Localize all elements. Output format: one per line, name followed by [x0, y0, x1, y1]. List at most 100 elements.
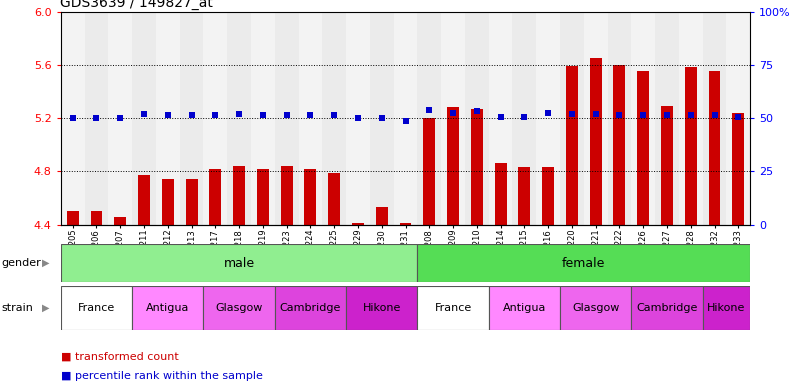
Bar [393, 12, 418, 225]
Bar [732, 113, 744, 225]
Bar [346, 12, 370, 225]
Bar [234, 166, 245, 225]
Bar [661, 106, 673, 225]
Bar [209, 169, 221, 225]
Bar [322, 12, 346, 225]
Bar [67, 211, 79, 225]
Text: Hikone: Hikone [363, 303, 401, 313]
Text: ▶: ▶ [42, 258, 49, 268]
Bar [132, 12, 156, 225]
Point [589, 111, 602, 117]
Point [67, 115, 79, 121]
Bar [607, 12, 631, 225]
Bar [257, 169, 268, 225]
Point [256, 113, 269, 119]
Bar [560, 12, 584, 225]
Text: Glasgow: Glasgow [216, 303, 263, 313]
Bar [489, 286, 560, 330]
Bar [138, 175, 150, 225]
Point [732, 114, 744, 120]
Bar [109, 12, 132, 225]
Bar [590, 58, 602, 225]
Text: Cambridge: Cambridge [280, 303, 341, 313]
Bar [584, 12, 607, 225]
Bar [304, 169, 316, 225]
Text: Antigua: Antigua [503, 303, 546, 313]
Point [233, 111, 246, 117]
Point [660, 113, 673, 119]
Point [209, 113, 222, 119]
Bar [180, 12, 204, 225]
Point [423, 107, 436, 113]
Bar [702, 12, 727, 225]
Bar [418, 244, 750, 282]
Point [637, 113, 650, 119]
Bar [471, 109, 483, 225]
Bar [679, 12, 702, 225]
Text: strain: strain [2, 303, 33, 313]
Point [542, 110, 555, 116]
Text: Antigua: Antigua [146, 303, 190, 313]
Bar [328, 173, 340, 225]
Bar [346, 286, 418, 330]
Bar [518, 167, 530, 225]
Text: France: France [435, 303, 472, 313]
Bar [637, 71, 649, 225]
Bar [114, 217, 127, 225]
Bar [204, 286, 275, 330]
Bar [441, 12, 465, 225]
Bar [560, 286, 631, 330]
Point [280, 113, 293, 119]
Bar [275, 286, 346, 330]
Bar [631, 12, 655, 225]
Bar [61, 244, 418, 282]
Bar [132, 286, 204, 330]
Bar [709, 71, 720, 225]
Bar [684, 68, 697, 225]
Text: Glasgow: Glasgow [572, 303, 620, 313]
Bar [513, 12, 536, 225]
Text: GDS3639 / 149827_at: GDS3639 / 149827_at [60, 0, 213, 10]
Bar [418, 286, 489, 330]
Point [375, 115, 388, 121]
Bar [465, 12, 489, 225]
Point [613, 113, 626, 119]
Bar [251, 12, 275, 225]
Point [161, 113, 174, 119]
Point [399, 118, 412, 124]
Bar [84, 12, 109, 225]
Point [684, 113, 697, 119]
Bar [536, 12, 560, 225]
Text: ■ percentile rank within the sample: ■ percentile rank within the sample [61, 371, 263, 381]
Bar [61, 286, 132, 330]
Bar [566, 66, 577, 225]
Bar [631, 286, 702, 330]
Text: ■ transformed count: ■ transformed count [61, 352, 178, 362]
Point [90, 115, 103, 121]
Bar [400, 223, 411, 225]
Bar [275, 12, 298, 225]
Bar [447, 108, 459, 225]
Text: female: female [562, 257, 606, 270]
Text: Hikone: Hikone [707, 303, 745, 313]
Point [447, 110, 460, 116]
Text: male: male [224, 257, 255, 270]
Point [351, 115, 364, 121]
Point [518, 114, 531, 120]
Bar [495, 163, 507, 225]
Bar [489, 12, 513, 225]
Point [470, 108, 483, 114]
Bar [61, 12, 84, 225]
Bar [418, 12, 441, 225]
Bar [375, 207, 388, 225]
Point [185, 113, 198, 119]
Bar [702, 286, 750, 330]
Bar [227, 12, 251, 225]
Text: gender: gender [2, 258, 41, 268]
Bar [156, 12, 180, 225]
Bar [91, 211, 102, 225]
Point [708, 113, 721, 119]
Bar [543, 167, 554, 225]
Bar [162, 179, 174, 225]
Bar [423, 118, 436, 225]
